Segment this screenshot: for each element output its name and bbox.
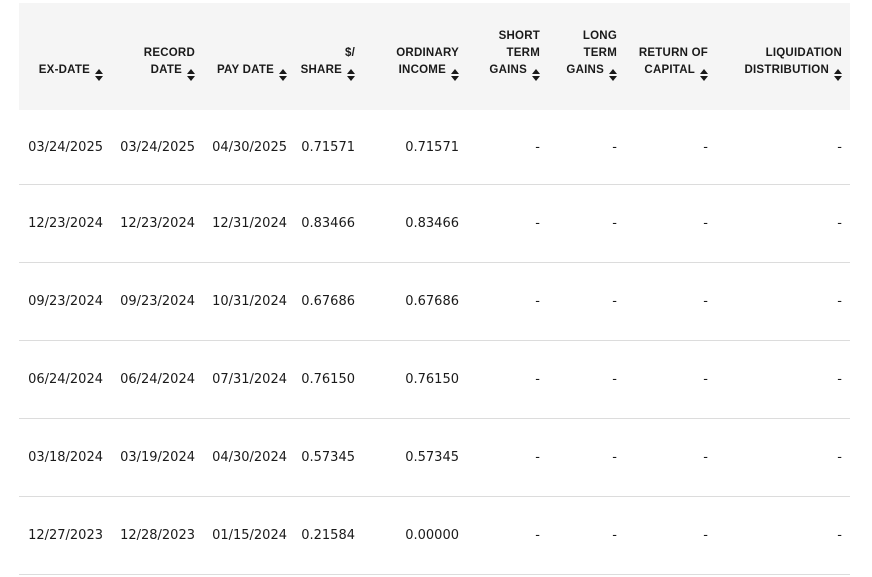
cell-record-date: 03/19/2024: [120, 450, 195, 465]
column-header-label: ORDINARY INCOME: [396, 47, 459, 76]
cell-liquidation-distribution: -: [837, 372, 842, 387]
column-header-long-term-gains[interactable]: LONG TERM GAINS: [548, 28, 625, 81]
sort-icon: [279, 69, 287, 81]
cell-long-term-gains: -: [612, 528, 617, 543]
cell-return-of-capital: -: [703, 372, 708, 387]
cell-short-term-gains: -: [535, 372, 540, 387]
cell-long-term-gains: -: [612, 372, 617, 387]
table-body: 03/24/2025 03/24/2025 04/30/2025 0.71571…: [19, 110, 850, 575]
column-header-label: LIQUIDATION DISTRIBUTION: [744, 47, 842, 76]
cell-return-of-capital: -: [703, 294, 708, 309]
cell-ordinary-income: 0.00000: [405, 528, 459, 543]
column-header-label: PAY DATE: [216, 64, 274, 76]
cell-long-term-gains: -: [612, 216, 617, 231]
table-row: 12/23/2024 12/23/2024 12/31/2024 0.83466…: [19, 185, 850, 263]
cell-ex-date: 12/27/2023: [28, 528, 103, 543]
cell-per-share: 0.67686: [301, 294, 355, 309]
sort-icon: [532, 69, 540, 81]
cell-ordinary-income: 0.67686: [405, 294, 459, 309]
cell-ex-date: 06/24/2024: [28, 372, 103, 387]
cell-long-term-gains: -: [612, 139, 617, 155]
cell-record-date: 12/28/2023: [120, 528, 195, 543]
cell-ordinary-income: 0.71571: [405, 139, 459, 155]
cell-pay-date: 04/30/2025: [212, 139, 287, 155]
column-header-per-share[interactable]: $/ SHARE: [295, 45, 363, 81]
cell-ordinary-income: 0.57345: [405, 450, 459, 465]
cell-per-share: 0.76150: [301, 372, 355, 387]
cell-ordinary-income: 0.83466: [405, 216, 459, 231]
column-header-label: LONG TERM GAINS: [566, 30, 617, 76]
sort-icon: [700, 69, 708, 81]
column-header-ordinary-income[interactable]: ORDINARY INCOME: [363, 45, 467, 81]
cell-liquidation-distribution: -: [837, 294, 842, 309]
cell-ex-date: 03/18/2024: [28, 450, 103, 465]
cell-record-date: 12/23/2024: [120, 216, 195, 231]
column-header-label: RECORD DATE: [143, 47, 195, 76]
cell-liquidation-distribution: -: [837, 139, 842, 155]
cell-return-of-capital: -: [703, 216, 708, 231]
column-header-label: EX-DATE: [38, 64, 90, 76]
column-header-label: $/ SHARE: [300, 47, 355, 76]
table-row: 03/18/2024 03/19/2024 04/30/2024 0.57345…: [19, 419, 850, 497]
column-header-record-date[interactable]: RECORD DATE: [111, 45, 203, 81]
cell-liquidation-distribution: -: [837, 450, 842, 465]
column-header-short-term-gains[interactable]: SHORT TERM GAINS: [467, 28, 548, 81]
cell-return-of-capital: -: [703, 139, 708, 155]
cell-short-term-gains: -: [535, 528, 540, 543]
cell-record-date: 09/23/2024: [120, 294, 195, 309]
cell-short-term-gains: -: [535, 450, 540, 465]
cell-pay-date: 12/31/2024: [212, 216, 287, 231]
cell-ex-date: 12/23/2024: [28, 216, 103, 231]
cell-ex-date: 03/24/2025: [28, 139, 103, 155]
column-header-label: SHORT TERM GAINS: [489, 30, 540, 76]
cell-record-date: 06/24/2024: [120, 372, 195, 387]
cell-pay-date: 07/31/2024: [212, 372, 287, 387]
sort-icon: [451, 69, 459, 81]
sort-icon: [834, 69, 842, 81]
cell-short-term-gains: -: [535, 139, 540, 155]
cell-pay-date: 04/30/2024: [212, 450, 287, 465]
cell-short-term-gains: -: [535, 294, 540, 309]
cell-short-term-gains: -: [535, 216, 540, 231]
sort-icon: [95, 69, 103, 81]
cell-pay-date: 01/15/2024: [212, 528, 287, 543]
cell-ordinary-income: 0.76150: [405, 372, 459, 387]
table-row: 03/24/2025 03/24/2025 04/30/2025 0.71571…: [19, 110, 850, 185]
cell-per-share: 0.83466: [301, 216, 355, 231]
table-header-row: EX-DATE RECORD DATE PAY DATE $/ SHARE OR…: [19, 3, 850, 110]
cell-return-of-capital: -: [703, 528, 708, 543]
column-header-pay-date[interactable]: PAY DATE: [203, 62, 295, 81]
table-row: 06/24/2024 06/24/2024 07/31/2024 0.76150…: [19, 341, 850, 419]
cell-per-share: 0.71571: [301, 139, 355, 155]
cell-long-term-gains: -: [612, 294, 617, 309]
sort-icon: [187, 69, 195, 81]
cell-long-term-gains: -: [612, 450, 617, 465]
column-header-ex-date[interactable]: EX-DATE: [19, 62, 111, 81]
sort-icon: [347, 69, 355, 81]
cell-liquidation-distribution: -: [837, 216, 842, 231]
cell-return-of-capital: -: [703, 450, 708, 465]
cell-liquidation-distribution: -: [837, 528, 842, 543]
cell-ex-date: 09/23/2024: [28, 294, 103, 309]
distributions-table: EX-DATE RECORD DATE PAY DATE $/ SHARE OR…: [19, 3, 850, 575]
cell-per-share: 0.57345: [301, 450, 355, 465]
table-row: 09/23/2024 09/23/2024 10/31/2024 0.67686…: [19, 263, 850, 341]
column-header-label: RETURN OF CAPITAL: [638, 47, 708, 76]
cell-pay-date: 10/31/2024: [212, 294, 287, 309]
cell-per-share: 0.21584: [301, 528, 355, 543]
table-row: 12/27/2023 12/28/2023 01/15/2024 0.21584…: [19, 497, 850, 575]
column-header-return-of-capital[interactable]: RETURN OF CAPITAL: [625, 45, 716, 81]
cell-record-date: 03/24/2025: [120, 139, 195, 155]
sort-icon: [609, 69, 617, 81]
column-header-liquidation-distribution[interactable]: LIQUIDATION DISTRIBUTION: [716, 45, 850, 81]
